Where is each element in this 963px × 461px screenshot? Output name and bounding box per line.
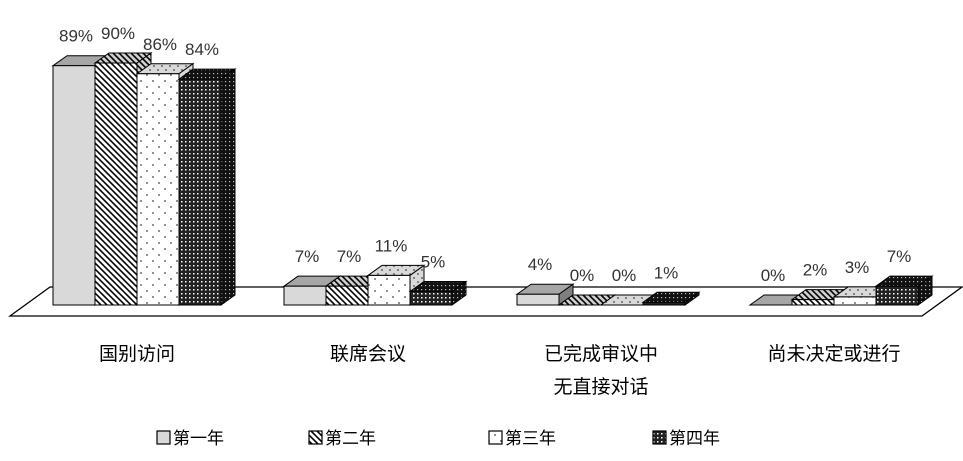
legend-item-1: 第一年	[156, 429, 224, 449]
legend-swatch-3	[488, 430, 503, 445]
data-label-3-1: 86%	[143, 35, 177, 54]
legend-label-4: 第四年	[669, 429, 720, 449]
category-label-3-line-1: 已完成审议中	[544, 343, 658, 365]
data-label-1-4: 0%	[761, 266, 786, 285]
legend: 第一年 第二年 第三年 第四年	[156, 429, 720, 449]
category-label-4: 尚未决定或进行	[767, 343, 900, 365]
legend-label-2: 第二年	[325, 429, 376, 449]
legend-swatch-2	[308, 430, 323, 445]
data-label-2-3: 0%	[570, 266, 595, 285]
data-label-1-3: 4%	[528, 255, 553, 274]
category-label-2: 联席会议	[330, 343, 406, 365]
bar-4-2	[408, 280, 468, 306]
legend-swatch-4	[652, 430, 667, 445]
legend-item-2: 第二年	[308, 429, 376, 449]
data-label-4-4: 7%	[887, 247, 912, 266]
legend-item-3: 第三年	[488, 429, 556, 449]
floor-plane	[7, 286, 963, 317]
category-label-1: 国别访问	[99, 343, 175, 365]
data-label-2-4: 2%	[803, 261, 828, 280]
bar-4-4	[874, 275, 934, 306]
bar-4-1	[177, 68, 237, 306]
data-label-4-1: 84%	[185, 40, 219, 59]
data-label-2-2: 7%	[337, 247, 362, 266]
bars	[51, 52, 934, 306]
category-label-3-line-2: 无直接对话	[553, 376, 648, 398]
data-label-4-2: 5%	[421, 253, 446, 272]
data-label-1-2: 7%	[295, 247, 320, 266]
value-labels: 89% 90% 86% 84% 7% 7% 11% 5% 4% 0% 0% 1% 0% 2% 3% 7%	[59, 24, 911, 285]
data-label-3-3: 0%	[612, 266, 637, 285]
bar-4-3	[641, 291, 701, 306]
legend-swatch-1	[156, 430, 171, 445]
legend-label-3: 第三年	[505, 429, 556, 449]
data-label-2-1: 90%	[101, 24, 135, 43]
legend-item-4: 第四年	[652, 429, 720, 449]
data-label-3-2: 11%	[375, 236, 408, 255]
data-label-1-1: 89%	[59, 27, 93, 46]
legend-label-1: 第一年	[173, 429, 224, 449]
data-label-3-4: 3%	[845, 258, 870, 277]
data-label-4-3: 1%	[654, 263, 679, 282]
